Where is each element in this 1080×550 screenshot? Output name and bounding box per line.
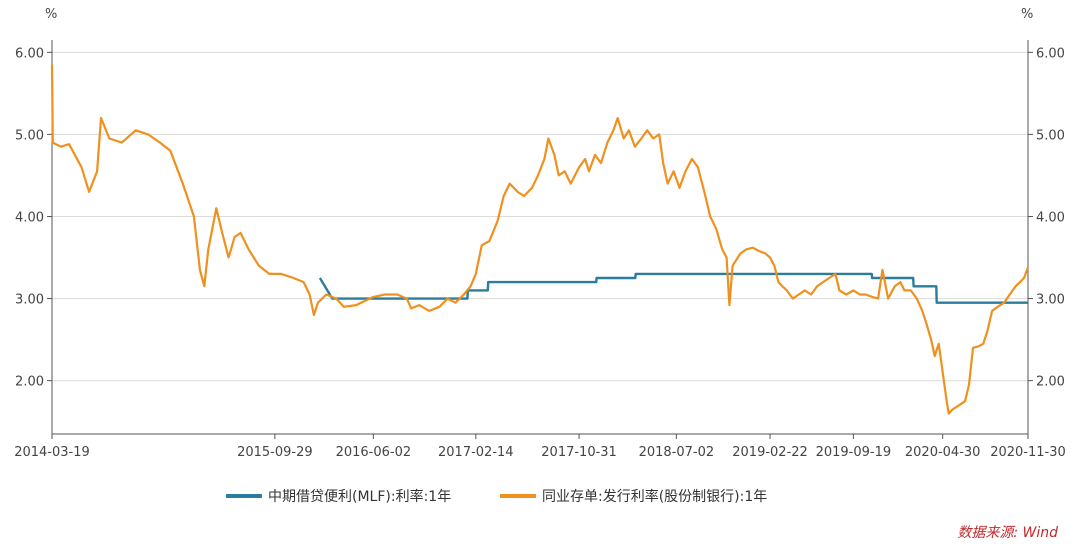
y-tick-label-right: 5.00 [1036,128,1065,143]
y-tick-label-left: 4.00 [15,210,44,225]
legend-label-2: 同业存单:发行利率(股份制银行):1年 [542,488,767,505]
legend: 中期借贷便利(MLF):利率:1年 同业存单:发行利率(股份制银行):1年 [226,488,767,505]
x-tick-label: 2019-09-19 [816,445,892,460]
x-tick-label: 2017-10-31 [541,445,617,460]
x-tick-label: 2019-02-22 [732,445,808,460]
x-tick-label: 2016-06-02 [336,445,412,460]
x-tick-label: 2014-03-19 [14,445,90,460]
series-lines [50,64,1030,415]
y-tick-label-right: 6.00 [1036,46,1065,61]
x-tick-label: 2018-07-02 [639,445,715,460]
y-axis-right-unit: % [1021,7,1033,22]
grid-lines [52,51,1028,382]
x-tick-label: 2017-02-14 [438,445,514,460]
y-tick-label-right: 4.00 [1036,210,1065,225]
y-tick-label-left: 2.00 [15,375,44,390]
y-axis-left-ticks: 2.00 3.00 4.00 5.00 6.00 [15,46,52,390]
y-axis-left-unit: % [45,7,57,22]
x-axis-ticks: 2014-03-19 2015-09-29 2016-06-02 2017-02-14… [14,434,1066,460]
y-tick-label-left: 5.00 [15,128,44,143]
x-tick-label: 2020-04-30 [905,445,981,460]
x-tick-label: 2015-09-29 [237,445,313,460]
series-line-1 [318,272,1028,304]
source-note: 数据来源: Wind [957,525,1058,541]
y-tick-label-right: 3.00 [1036,293,1065,308]
y-tick-label-right: 2.00 [1036,375,1065,390]
legend-label-1: 中期借贷便利(MLF):利率:1年 [268,488,451,505]
y-tick-label-left: 3.00 [15,293,44,308]
axes [51,40,1029,435]
x-tick-label: 2020-11-30 [990,445,1066,460]
series-line-2 [50,64,1030,415]
y-axis-right-ticks: 2.00 3.00 4.00 5.00 6.00 [1028,46,1065,390]
y-tick-label-left: 6.00 [15,46,44,61]
